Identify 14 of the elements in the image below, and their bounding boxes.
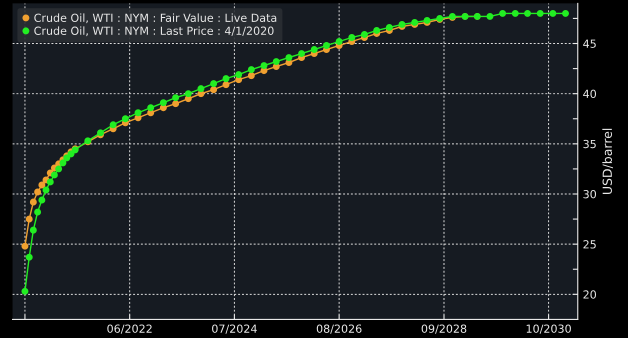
y-tick-label: 40 (583, 90, 596, 98)
legend-label: Crude Oil, WTI : NYM : Fair Value : Live Data (34, 13, 276, 24)
y-tick-label: 45 (583, 40, 596, 48)
y-tick-label: 20 (583, 290, 596, 299)
x-tick-label: 08/2026 (316, 324, 362, 334)
x-tick-label: 10/2030 (526, 324, 571, 334)
y-tick-label: 30 (583, 190, 596, 198)
y-tick-label: 25 (583, 240, 596, 249)
y-tick-label: 35 (583, 140, 596, 148)
x-tick-label: 09/2028 (422, 324, 466, 334)
legend-label: Crude Oil, WTI : NYM : Last Price : 4/1/2020 (34, 26, 274, 36)
x-tick-label: 07/2024 (212, 324, 257, 334)
x-tick-label: 06/2022 (107, 324, 152, 334)
y-axis-title: USD/barrel (602, 128, 613, 194)
